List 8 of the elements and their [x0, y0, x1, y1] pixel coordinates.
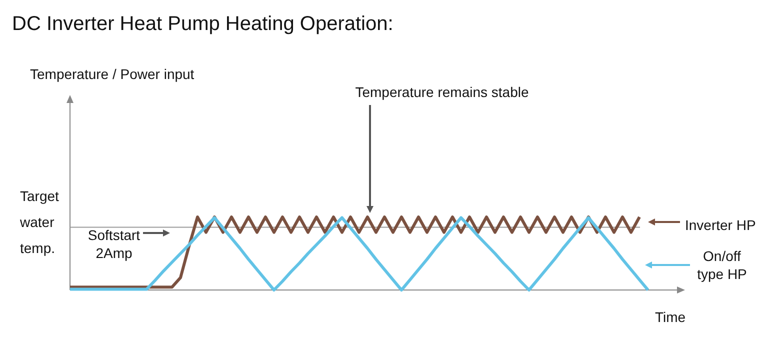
annotation: Softstart 2Amp [88, 227, 140, 261]
x-axis-title: Time [655, 309, 686, 325]
legend-label: Inverter HP [685, 217, 756, 233]
text: Temperature remains stable [355, 84, 529, 100]
ref-line-label: Target water temp. [19, 188, 60, 256]
legend-label: On/off type HP [697, 248, 747, 282]
chart-title: DC Inverter Heat Pump Heating Operation: [12, 13, 394, 35]
text: Temperature / Power input [30, 66, 194, 82]
